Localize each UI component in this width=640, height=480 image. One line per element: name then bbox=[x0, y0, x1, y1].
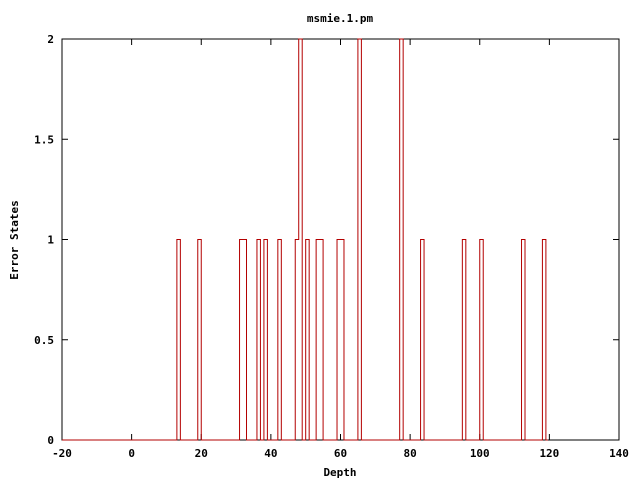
x-axis-label: Depth bbox=[323, 466, 356, 479]
x-tick-label: 20 bbox=[195, 447, 208, 460]
x-tick-label: 40 bbox=[264, 447, 277, 460]
y-tick-label: 2 bbox=[47, 33, 54, 46]
x-tick-label: 80 bbox=[404, 447, 417, 460]
y-tick-label: 0.5 bbox=[34, 334, 54, 347]
series-line bbox=[62, 38, 548, 441]
series-group bbox=[62, 38, 548, 441]
y-tick-label: 0 bbox=[47, 434, 54, 447]
chart-title: msmie.1.pm bbox=[307, 12, 374, 25]
x-tick-label: 60 bbox=[334, 447, 347, 460]
x-tick-label: 100 bbox=[470, 447, 490, 460]
x-tick-label: 0 bbox=[128, 447, 135, 460]
y-axis-label: Error States bbox=[8, 200, 21, 279]
y-tick-label: 1 bbox=[47, 234, 54, 247]
x-tick-label: 140 bbox=[609, 447, 629, 460]
x-tick-label: -20 bbox=[52, 447, 72, 460]
y-tick-label: 1.5 bbox=[34, 133, 54, 146]
x-tick-label: 120 bbox=[539, 447, 559, 460]
